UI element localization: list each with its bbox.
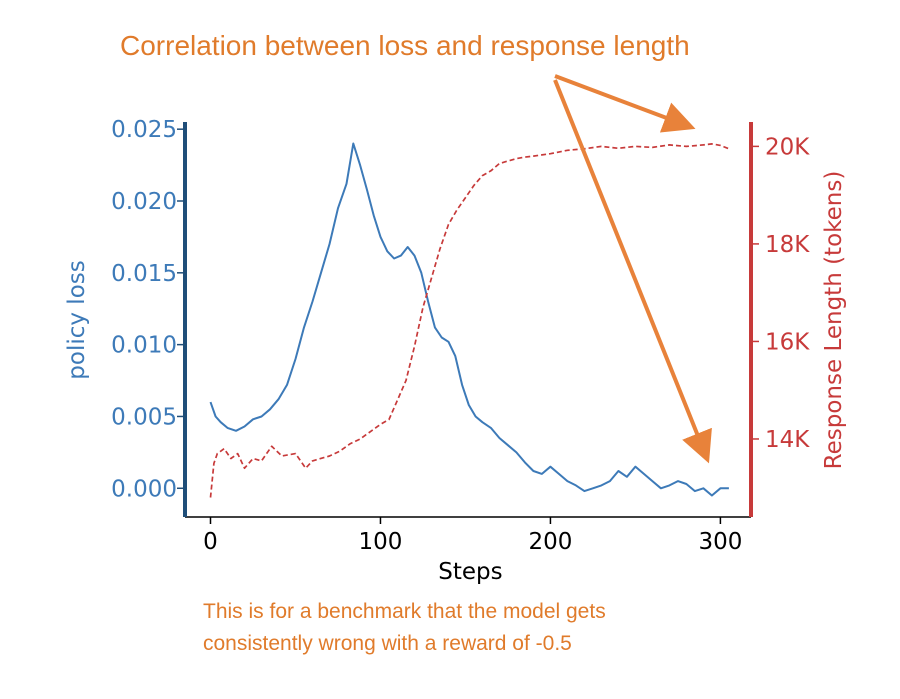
y-right-tick-label: 18K xyxy=(765,232,810,258)
y-left-tick-label: 0.025 xyxy=(111,117,177,143)
annotation-note: This is for a benchmark that the model g… xyxy=(203,596,606,660)
x-tick-label: 100 xyxy=(359,529,403,555)
axes: 0 100 200 300 Steps 0.000 0.005 0.010 0.015 0.020… xyxy=(64,117,847,585)
y-right-tick-label: 16K xyxy=(765,329,810,355)
y-left-tick-label: 0.015 xyxy=(111,261,177,287)
y-left-axis-label: policy loss xyxy=(64,260,90,379)
y-right-axis-label: Response Length (tokens) xyxy=(821,171,847,470)
x-tick-label: 200 xyxy=(528,529,572,555)
y-right-tick-label: 20K xyxy=(765,134,810,160)
arrow-to-loss xyxy=(553,79,712,464)
annotation-note-line: This is for a benchmark that the model g… xyxy=(203,600,606,623)
response-length-line xyxy=(209,143,730,498)
y-right-tick-label: 14K xyxy=(765,427,810,453)
x-tick-label: 0 xyxy=(203,529,218,555)
annotation-arrows xyxy=(553,74,712,464)
y-left-tick-label: 0.005 xyxy=(111,404,177,430)
annotation-note-line: consistently wrong with a reward of -0.5 xyxy=(203,632,572,655)
series-lines xyxy=(209,142,730,498)
y-left-tick-label: 0.000 xyxy=(111,476,177,502)
x-tick-label: 300 xyxy=(698,529,742,555)
annotation-title: Correlation between loss and response le… xyxy=(120,30,690,61)
y-left-tick-label: 0.010 xyxy=(111,333,177,359)
arrow-to-length xyxy=(554,74,696,133)
policy-loss-line xyxy=(209,142,729,497)
y-left-tick-label: 0.020 xyxy=(111,189,177,215)
x-axis-label: Steps xyxy=(438,559,502,585)
